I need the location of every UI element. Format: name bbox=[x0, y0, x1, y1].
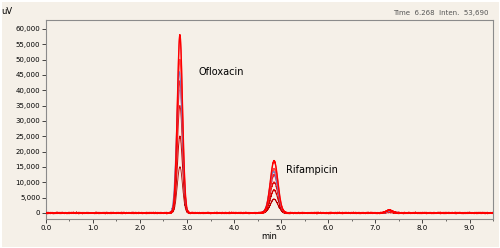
Text: uV: uV bbox=[1, 7, 12, 16]
Text: Time  6.268  Inten.  53,690: Time 6.268 Inten. 53,690 bbox=[393, 10, 488, 16]
X-axis label: min: min bbox=[262, 232, 278, 241]
Text: Rifampicin: Rifampicin bbox=[286, 165, 338, 175]
Text: Ofloxacin: Ofloxacin bbox=[198, 67, 244, 77]
